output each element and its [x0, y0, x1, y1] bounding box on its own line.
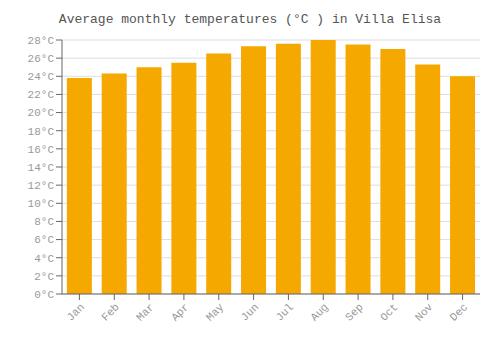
svg-text:28°C: 28°C	[28, 35, 55, 47]
svg-text:8°C: 8°C	[34, 216, 54, 228]
svg-text:Jan: Jan	[65, 301, 87, 323]
svg-text:20°C: 20°C	[28, 107, 55, 119]
html-text:Average monthly temperatures (: Average monthly temperatures (°C ) in Vi…	[58, 12, 442, 27]
svg-text:Jun: Jun	[239, 301, 261, 323]
svg-text:Mar: Mar	[134, 301, 156, 323]
svg-text:22°C: 22°C	[28, 89, 55, 101]
svg-text:Aug: Aug	[308, 301, 330, 323]
svg-text:Oct: Oct	[378, 301, 400, 323]
svg-text:6°C: 6°C	[34, 234, 54, 246]
svg-text:18°C: 18°C	[28, 126, 55, 138]
svg-text:0°C: 0°C	[34, 289, 54, 301]
svg-text:26°C: 26°C	[28, 53, 55, 65]
svg-text:May: May	[204, 301, 227, 324]
svg-text:Feb: Feb	[99, 301, 121, 323]
svg-text:Nov: Nov	[413, 301, 436, 324]
svg-text:Apr: Apr	[169, 301, 191, 323]
svg-text:Jul: Jul	[274, 301, 296, 323]
svg-text:24°C: 24°C	[28, 71, 55, 83]
svg-text:2°C: 2°C	[34, 271, 54, 283]
svg-text:10°C: 10°C	[28, 198, 55, 210]
svg-text:4°C: 4°C	[34, 253, 54, 265]
svg-text:Dec: Dec	[448, 301, 470, 323]
svg-text:14°C: 14°C	[28, 162, 55, 174]
svg-text:Sep: Sep	[343, 301, 365, 323]
svg-text:12°C: 12°C	[28, 180, 55, 192]
svg-text:16°C: 16°C	[28, 144, 55, 156]
